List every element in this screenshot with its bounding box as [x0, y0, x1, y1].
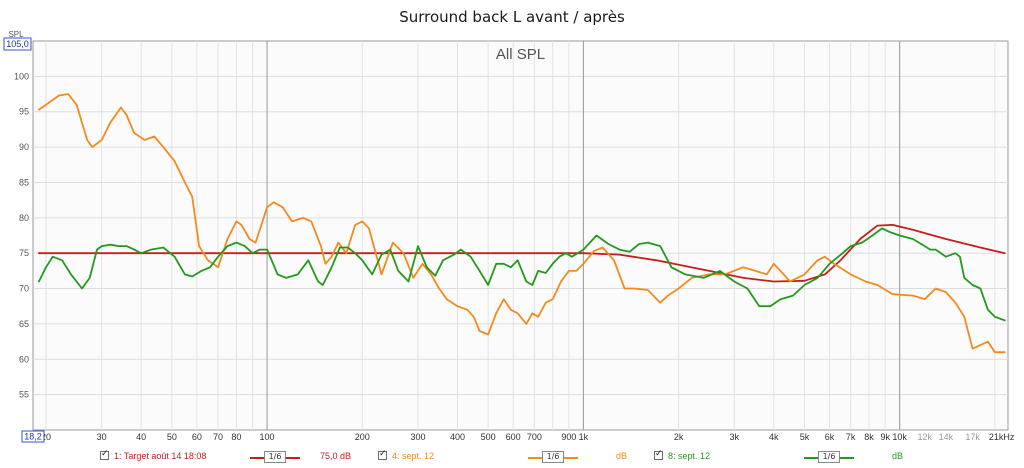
- y-max-box: [3, 37, 32, 51]
- series-line-3: [38, 227, 1006, 322]
- x-tick-label: 60: [192, 432, 202, 442]
- x-tick-label: 100: [260, 432, 275, 442]
- x-tick-label: 30: [97, 432, 107, 442]
- legend-label-1: 1: Target août 14 18:08: [114, 451, 207, 461]
- x-tick-label: 8k: [864, 432, 874, 442]
- x-tick-label: 1k: [579, 432, 589, 442]
- legend-checkbox-2[interactable]: [378, 449, 387, 460]
- y-tick-label: 70: [19, 284, 29, 294]
- legend-checkbox-3[interactable]: [654, 449, 663, 460]
- legend-value-1: 75,0 dB: [320, 451, 352, 461]
- x-tick-label: 400: [450, 432, 465, 442]
- minor-grid: [45, 41, 996, 430]
- x-tick-label: 21kHz: [989, 432, 1015, 442]
- y-tick-label: 100: [14, 71, 29, 81]
- horizontal-grid: [33, 75, 1008, 396]
- x-tick-label: 200: [355, 432, 370, 442]
- x-tick-label: 7k: [846, 432, 856, 442]
- x-tick-label: 6k: [825, 432, 835, 442]
- x-tick-label: 70: [213, 432, 223, 442]
- inner-plot-title: All SPL: [496, 46, 545, 63]
- x-tick-label: 10k: [892, 432, 907, 442]
- x-tick-label: 2k: [674, 432, 684, 442]
- legend-smoothing-3[interactable]: 1/6: [818, 451, 840, 463]
- y-tick-label: 85: [19, 177, 29, 187]
- y-tick-label: 65: [19, 319, 29, 329]
- x-tick-label: 12k: [917, 432, 932, 442]
- x-tick-label: 40: [136, 432, 146, 442]
- legend-smoothing-2[interactable]: 1/6: [542, 451, 564, 463]
- x-tick-label: 14k: [939, 432, 954, 442]
- legend-checkbox-1[interactable]: [100, 449, 109, 460]
- x-tick-label: 700: [527, 432, 542, 442]
- x-tick-label: 300: [410, 432, 425, 442]
- y-tick-label: 95: [19, 107, 29, 117]
- x-tick-label: 9k: [880, 432, 890, 442]
- x-tick-label: 50: [167, 432, 177, 442]
- legend-label-3: 8: sept. 12: [668, 451, 711, 461]
- x-tick-label: 3k: [730, 432, 740, 442]
- y-tick-label: 75: [19, 248, 29, 258]
- x-tick-label: 500: [481, 432, 496, 442]
- x-tick-label: 80: [231, 432, 241, 442]
- chart-title: Surround back L avant / après: [399, 8, 625, 26]
- x-min-box: [21, 430, 45, 443]
- y-tick-label: 80: [19, 213, 29, 223]
- legend-value-3: dB: [892, 451, 904, 461]
- series-line-2: [38, 93, 1006, 354]
- y-tick-label: 55: [19, 390, 29, 400]
- x-tick-label: 5k: [800, 432, 810, 442]
- plot-background: [32, 40, 1009, 431]
- x-tick-label: 20: [41, 432, 51, 442]
- legend-value-2: dB: [616, 451, 628, 461]
- legend-smoothing-1[interactable]: 1/6: [264, 451, 286, 463]
- x-min-box-value: 18,2: [24, 432, 42, 442]
- legend-label-2: 4: sept. 12: [392, 451, 435, 461]
- x-tick-label: 900: [561, 432, 576, 442]
- y-tick-label: 90: [19, 142, 29, 152]
- x-tick-label: 17k: [965, 432, 980, 442]
- x-tick-label: 600: [506, 432, 521, 442]
- series-line-1: [38, 224, 1006, 283]
- x-tick-label: 4k: [769, 432, 779, 442]
- y-max-box-value: 105,0: [6, 39, 29, 49]
- y-axis-label: SPL: [8, 30, 24, 39]
- y-tick-label: 60: [19, 354, 29, 364]
